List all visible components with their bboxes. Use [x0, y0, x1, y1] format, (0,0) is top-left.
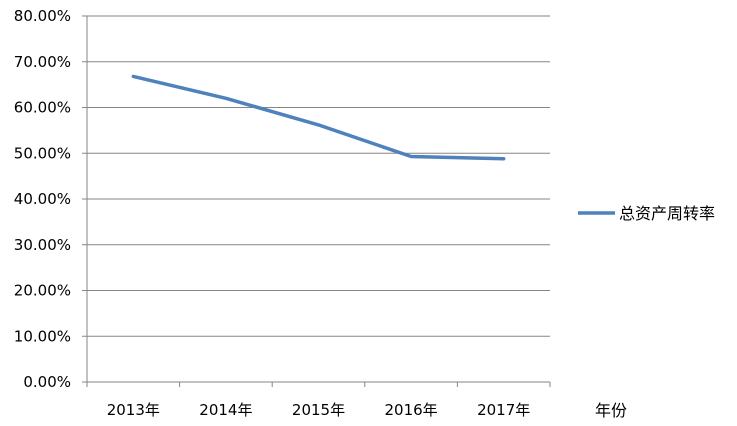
y-axis-ticks: 0.00% 10.00% 20.00% 30.00% 40.00% 50.00% 60.00… — [14, 7, 87, 391]
legend: 总资产周转率 — [578, 204, 715, 223]
x-tick-label: 2014年 — [199, 401, 252, 419]
x-tick-label: 2015年 — [292, 401, 345, 419]
y-tick-label: 20.00% — [14, 282, 71, 300]
y-tick-label: 40.00% — [14, 190, 71, 208]
y-tick-label: 0.00% — [23, 373, 71, 391]
x-axis-title: 年份 — [595, 401, 627, 420]
legend-label: 总资产周转率 — [619, 204, 715, 223]
y-tick-label: 60.00% — [14, 99, 71, 117]
x-tick-label: 2016年 — [385, 401, 438, 419]
x-axis-ticks: 2013年 2014年 2015年 2016年 2017年 — [86, 382, 551, 419]
series-layer — [131, 74, 506, 161]
y-tick-label: 50.00% — [14, 144, 71, 162]
gridlines — [87, 15, 550, 337]
x-tick-label: 2017年 — [477, 401, 530, 419]
series-line — [131, 74, 506, 161]
y-tick-label: 70.00% — [14, 53, 71, 71]
y-tick-label: 10.00% — [14, 327, 71, 345]
x-tick-label: 2013年 — [107, 401, 160, 419]
y-tick-label: 80.00% — [14, 7, 71, 25]
y-tick-label: 30.00% — [14, 236, 71, 254]
